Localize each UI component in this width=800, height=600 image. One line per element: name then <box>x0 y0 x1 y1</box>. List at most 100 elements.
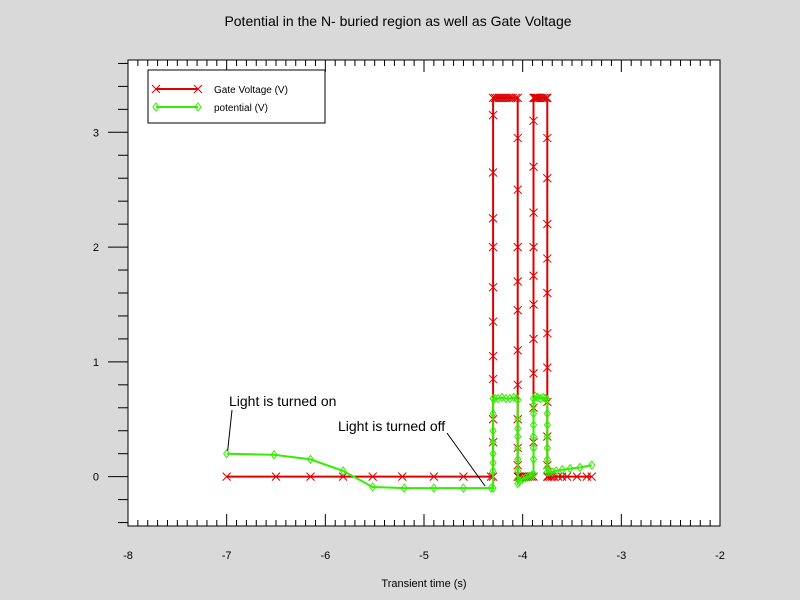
data-point <box>488 242 498 252</box>
data-point <box>489 483 497 493</box>
data-point <box>548 467 556 477</box>
annotation-pointer-on <box>227 409 233 451</box>
data-point <box>531 391 540 402</box>
x-tick-label: -2 <box>715 550 725 562</box>
data-point <box>270 450 278 460</box>
data-point <box>488 282 498 292</box>
data-point <box>400 483 408 493</box>
data-point <box>513 277 523 286</box>
x-tick-label: -8 <box>123 550 133 562</box>
data-point <box>222 472 232 481</box>
annotation-light-on: Light is turned on <box>229 393 336 409</box>
data-point <box>543 394 551 405</box>
data-point <box>504 93 514 103</box>
annotation-pointer-off <box>446 432 486 487</box>
data-point <box>529 162 538 172</box>
data-point <box>506 393 514 404</box>
data-point <box>488 110 498 120</box>
series-potential <box>223 391 596 493</box>
data-point <box>529 368 538 378</box>
axes: -8 -7 -6 -5 -4 -3 -2 0 1 2 3 <box>93 60 725 562</box>
annotation-light-off: Light is turned off <box>338 418 445 434</box>
legend-marker <box>193 84 203 94</box>
data-point <box>516 476 524 487</box>
data-point <box>558 464 566 475</box>
data-point <box>429 472 439 481</box>
y-tick-label: 1 <box>93 357 99 369</box>
data-point <box>514 394 522 405</box>
data-point <box>541 93 551 103</box>
y-tick-label: 2 <box>93 242 99 254</box>
legend-label: Gate Voltage (V) <box>214 85 288 96</box>
data-point <box>339 466 347 476</box>
legend: Gate Voltage (V) potential (V) <box>147 69 326 124</box>
data-point <box>491 393 499 404</box>
data-point <box>488 374 498 384</box>
data-point <box>306 454 315 465</box>
data-point <box>514 443 522 453</box>
data-point <box>494 393 502 404</box>
data-point <box>552 466 560 476</box>
data-point <box>529 400 538 411</box>
legend-marker <box>152 102 160 112</box>
data-point <box>576 462 584 473</box>
data-point <box>489 408 497 419</box>
data-point <box>543 408 551 419</box>
data-point <box>522 472 530 483</box>
data-point <box>369 482 377 492</box>
data-point <box>511 93 521 103</box>
x-tick-label: -7 <box>222 550 232 562</box>
data-point <box>223 448 231 459</box>
data-point <box>566 463 574 474</box>
data-point <box>524 471 533 482</box>
legend-box <box>147 69 326 124</box>
x-tick-label: -4 <box>518 550 528 562</box>
y-tick-label: 3 <box>93 127 99 139</box>
data-point <box>542 93 552 103</box>
data-point <box>489 393 497 404</box>
data-point <box>527 470 536 481</box>
data-point <box>529 393 538 404</box>
data-point <box>542 363 552 372</box>
data-point <box>519 474 527 484</box>
data-point <box>529 443 538 453</box>
data-point <box>542 133 552 143</box>
data-point <box>540 93 549 103</box>
data-point <box>513 242 523 252</box>
data-point <box>513 185 523 195</box>
data-point <box>545 467 553 477</box>
data-point <box>513 380 523 390</box>
data-point <box>489 466 497 476</box>
data-point <box>541 393 549 404</box>
x-axis-label: Transient time (s) <box>381 578 466 590</box>
legend-marker <box>194 102 202 112</box>
legend-entry: Gate Voltage (V) <box>151 84 288 96</box>
x-tick-label: -6 <box>320 550 330 562</box>
data-point <box>543 467 551 477</box>
x-tick-label: -5 <box>419 550 429 562</box>
data-point <box>397 472 407 481</box>
data-point <box>514 431 522 442</box>
data-point <box>488 351 498 361</box>
data-point <box>572 472 582 481</box>
data-point <box>529 431 538 442</box>
plot-area <box>127 59 721 527</box>
data-point <box>529 334 538 344</box>
data-point <box>562 472 572 481</box>
legend-marker <box>151 84 161 94</box>
data-point <box>430 483 438 493</box>
data-point <box>529 454 538 465</box>
data-point <box>271 472 281 481</box>
data-point <box>514 454 522 465</box>
data-point <box>529 242 538 252</box>
data-point <box>529 300 538 309</box>
data-point <box>514 478 522 489</box>
data-point <box>543 420 551 430</box>
data-point <box>529 420 538 430</box>
data-point <box>513 305 523 315</box>
data-point <box>489 437 497 448</box>
data-point <box>306 472 315 481</box>
data-point <box>487 483 495 493</box>
data-point <box>542 254 552 263</box>
